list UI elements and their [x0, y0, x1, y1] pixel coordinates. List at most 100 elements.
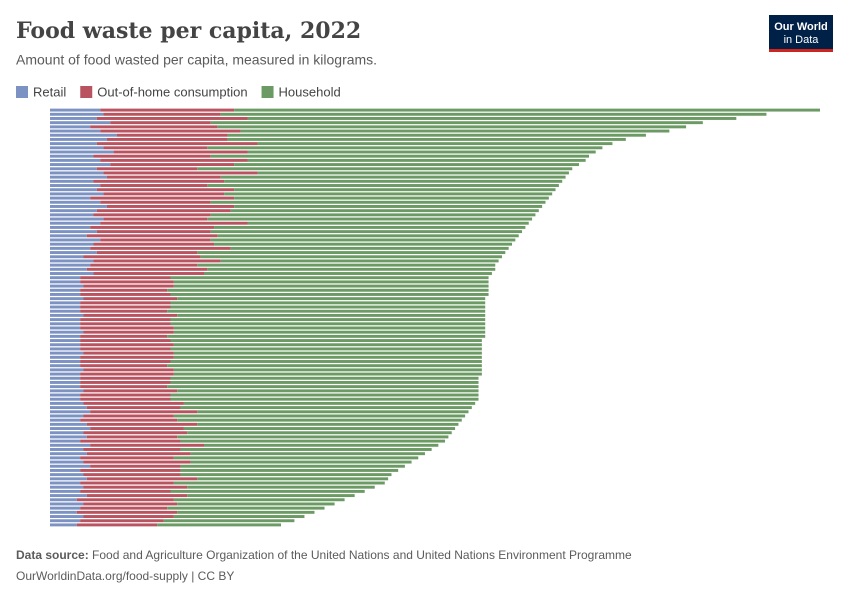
- bar-segment: [100, 200, 211, 204]
- bar-segment: [50, 439, 81, 443]
- bar-segment: [80, 334, 168, 338]
- footer-source: Data source: Food and Agriculture Organi…: [16, 548, 632, 562]
- bar-segment: [50, 272, 94, 275]
- bar-segment: [170, 360, 482, 363]
- bar-segment: [50, 339, 81, 343]
- bar-segment: [83, 255, 201, 259]
- bar-segment: [167, 385, 479, 389]
- bar-segment: [50, 464, 91, 468]
- bar-segment: [177, 418, 462, 422]
- bar-segment: [83, 313, 178, 317]
- bar-segment: [50, 481, 81, 485]
- bar-segment: [173, 515, 305, 518]
- bar-segment: [173, 368, 482, 372]
- bar-segment: [214, 242, 513, 246]
- bar-segment: [197, 263, 496, 267]
- legend-label: Retail: [33, 84, 66, 99]
- bar-segment: [50, 427, 91, 431]
- bar-segment: [50, 473, 84, 477]
- bar-segment: [50, 121, 111, 125]
- bar-segment: [217, 125, 687, 129]
- bar-segment: [50, 163, 111, 167]
- bar-segment: [86, 406, 181, 410]
- bar-segment: [80, 322, 171, 326]
- bar-segment: [197, 251, 506, 255]
- bar-segment: [50, 137, 107, 141]
- bar-segment: [50, 297, 84, 301]
- bar-segment: [90, 225, 215, 229]
- bar-segment: [83, 297, 178, 301]
- bar-segment: [220, 259, 499, 263]
- bar-segment: [90, 427, 184, 431]
- bar-segment: [50, 292, 81, 296]
- bar-segment: [50, 150, 114, 154]
- bar-segment: [210, 213, 536, 217]
- bar-segment: [80, 376, 171, 380]
- bar-segment: [83, 473, 181, 477]
- bar-segment: [86, 422, 198, 426]
- bar-segment: [50, 313, 84, 317]
- bar-segment: [76, 523, 158, 527]
- bar-segment: [163, 519, 295, 523]
- bar-segment: [173, 456, 419, 460]
- bar-segment: [220, 175, 566, 179]
- bar-segment: [93, 259, 221, 263]
- bar-segment: [50, 238, 101, 242]
- bar-segment: [50, 330, 84, 334]
- bar-segment: [90, 263, 198, 267]
- bar-segment: [50, 263, 91, 267]
- bar-segment: [214, 225, 526, 229]
- bar-segment: [187, 485, 375, 489]
- bar-segment: [80, 318, 171, 322]
- bar-segment: [217, 234, 519, 238]
- bar-segment: [234, 163, 579, 167]
- bar-segment: [50, 184, 101, 187]
- bar-segment: [50, 125, 91, 129]
- bar-segment: [50, 498, 77, 502]
- bar-segment: [50, 288, 81, 292]
- bar-segment: [80, 418, 178, 422]
- bar-segment: [50, 196, 91, 200]
- bar-segment: [80, 481, 174, 485]
- bar-segment: [50, 179, 94, 183]
- bar-segment: [257, 171, 569, 175]
- bar-segment: [50, 489, 81, 493]
- bar-segment: [96, 230, 211, 234]
- bar-segment: [50, 280, 81, 284]
- bar-segment: [50, 376, 81, 380]
- bar-segment: [50, 142, 97, 146]
- legend-swatch: [16, 86, 28, 98]
- bar-segment: [50, 175, 107, 179]
- bar-segment: [83, 431, 188, 435]
- bar-segment: [170, 305, 486, 309]
- bar-segment: [50, 418, 81, 422]
- bar-segment: [50, 112, 104, 116]
- bar-segment: [50, 523, 77, 527]
- bar-segment: [80, 288, 168, 292]
- bar-segment: [230, 209, 539, 213]
- bar-segment: [173, 343, 482, 347]
- bar-segment: [197, 422, 459, 426]
- bar-segment: [103, 192, 225, 196]
- bar-segment: [96, 142, 258, 146]
- logo-box: [769, 15, 833, 52]
- bar-segment: [180, 473, 392, 477]
- bar-segment: [83, 368, 174, 372]
- legend-swatch: [261, 86, 274, 98]
- bar-segment: [170, 322, 486, 326]
- bar-segment: [234, 196, 549, 200]
- bar-segment: [113, 150, 248, 154]
- bar-segment: [83, 351, 174, 355]
- bar-segment: [220, 112, 767, 116]
- bar-segment: [50, 234, 87, 238]
- bar-segment: [80, 439, 181, 443]
- bar-segment: [183, 427, 456, 431]
- bar-segment: [170, 276, 489, 280]
- bar-segment: [177, 297, 486, 301]
- bar-segment: [100, 221, 248, 225]
- bar-segment: [50, 452, 87, 456]
- bar-segment: [50, 372, 81, 376]
- bar-segment: [50, 192, 104, 196]
